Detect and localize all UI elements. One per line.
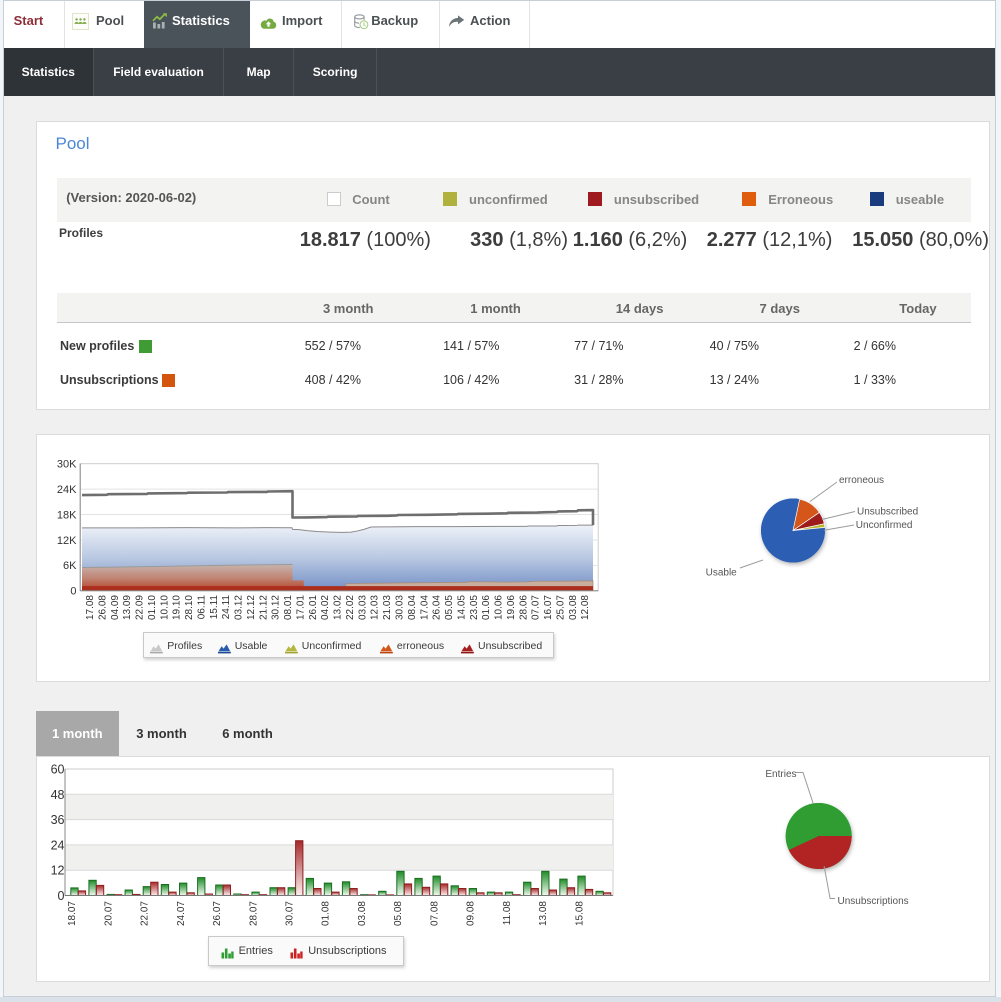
svg-text:03.12: 03.12 — [234, 595, 245, 620]
svg-text:26.04: 26.04 — [432, 595, 443, 620]
svg-text:26.08: 26.08 — [97, 595, 108, 620]
svg-text:22.02: 22.02 — [345, 595, 356, 620]
svg-text:13.08: 13.08 — [538, 901, 549, 926]
svg-text:24K: 24K — [57, 484, 77, 496]
svg-text:12: 12 — [51, 864, 65, 878]
svg-text:Entries: Entries — [765, 769, 796, 780]
svg-text:24: 24 — [51, 838, 65, 852]
svg-text:22.07: 22.07 — [140, 901, 151, 926]
svg-text:07.07: 07.07 — [531, 595, 542, 620]
svg-text:24.11: 24.11 — [221, 595, 232, 620]
svg-text:0: 0 — [58, 889, 65, 903]
svg-text:15.11: 15.11 — [209, 595, 220, 620]
svg-text:04.09: 04.09 — [110, 595, 121, 620]
svg-text:19.06: 19.06 — [506, 595, 517, 620]
svg-text:Unsubscriptions: Unsubscriptions — [838, 896, 909, 907]
svg-text:30.07: 30.07 — [285, 901, 296, 926]
svg-text:6K: 6K — [63, 560, 77, 572]
svg-text:17.01: 17.01 — [296, 595, 307, 620]
svg-text:36: 36 — [51, 813, 65, 827]
svg-text:30.12: 30.12 — [271, 595, 282, 620]
svg-text:08.01: 08.01 — [283, 595, 294, 620]
svg-text:21.03: 21.03 — [382, 595, 393, 620]
svg-text:12K: 12K — [57, 535, 77, 547]
svg-text:28.10: 28.10 — [184, 595, 195, 620]
svg-text:60: 60 — [51, 763, 65, 777]
svg-text:Unsubscribed: Unsubscribed — [857, 507, 918, 518]
svg-text:24.07: 24.07 — [176, 901, 187, 926]
svg-text:01.06: 01.06 — [481, 595, 492, 620]
svg-text:13.02: 13.02 — [333, 595, 344, 620]
svg-text:11.08: 11.08 — [502, 901, 513, 926]
svg-text:10.06: 10.06 — [494, 595, 505, 620]
svg-text:28.06: 28.06 — [518, 595, 529, 620]
svg-text:07.08: 07.08 — [429, 901, 440, 926]
svg-text:09.08: 09.08 — [466, 901, 477, 926]
svg-text:03.03: 03.03 — [357, 595, 368, 620]
svg-text:18K: 18K — [57, 509, 77, 521]
svg-text:19.10: 19.10 — [172, 595, 183, 620]
svg-text:Usable: Usable — [706, 567, 738, 578]
svg-text:16.07: 16.07 — [543, 595, 554, 620]
svg-text:17.08: 17.08 — [85, 595, 96, 620]
svg-text:15.08: 15.08 — [574, 901, 585, 926]
svg-text:13.09: 13.09 — [122, 595, 133, 620]
svg-text:08.04: 08.04 — [407, 595, 418, 620]
svg-text:17.04: 17.04 — [419, 595, 430, 620]
svg-text:03.08: 03.08 — [568, 595, 579, 620]
svg-text:10.10: 10.10 — [159, 595, 170, 620]
svg-text:25.07: 25.07 — [555, 595, 566, 620]
svg-text:26.01: 26.01 — [308, 595, 319, 620]
svg-text:01.10: 01.10 — [147, 595, 158, 620]
svg-text:05.08: 05.08 — [393, 901, 404, 926]
svg-text:03.08: 03.08 — [357, 901, 368, 926]
svg-text:06.11: 06.11 — [196, 595, 207, 620]
svg-text:23.05: 23.05 — [469, 595, 480, 620]
svg-text:05.05: 05.05 — [444, 595, 455, 620]
svg-text:30.03: 30.03 — [395, 595, 406, 620]
svg-text:21.12: 21.12 — [258, 595, 269, 620]
svg-text:12.03: 12.03 — [370, 595, 381, 620]
svg-text:01.08: 01.08 — [321, 901, 332, 926]
svg-text:48: 48 — [51, 788, 65, 802]
svg-text:12.08: 12.08 — [580, 595, 591, 620]
svg-text:20.07: 20.07 — [103, 901, 114, 926]
svg-text:0: 0 — [70, 586, 76, 598]
svg-text:28.07: 28.07 — [248, 901, 259, 926]
svg-text:12.12: 12.12 — [246, 595, 257, 620]
svg-text:04.02: 04.02 — [320, 595, 331, 620]
svg-text:30K: 30K — [57, 459, 77, 471]
svg-text:18.07: 18.07 — [67, 901, 78, 926]
svg-text:Unconfirmed: Unconfirmed — [856, 520, 913, 531]
svg-text:14.05: 14.05 — [456, 595, 467, 620]
svg-text:26.07: 26.07 — [212, 901, 223, 926]
svg-text:22.09: 22.09 — [135, 595, 146, 620]
svg-text:erroneous: erroneous — [839, 475, 884, 486]
